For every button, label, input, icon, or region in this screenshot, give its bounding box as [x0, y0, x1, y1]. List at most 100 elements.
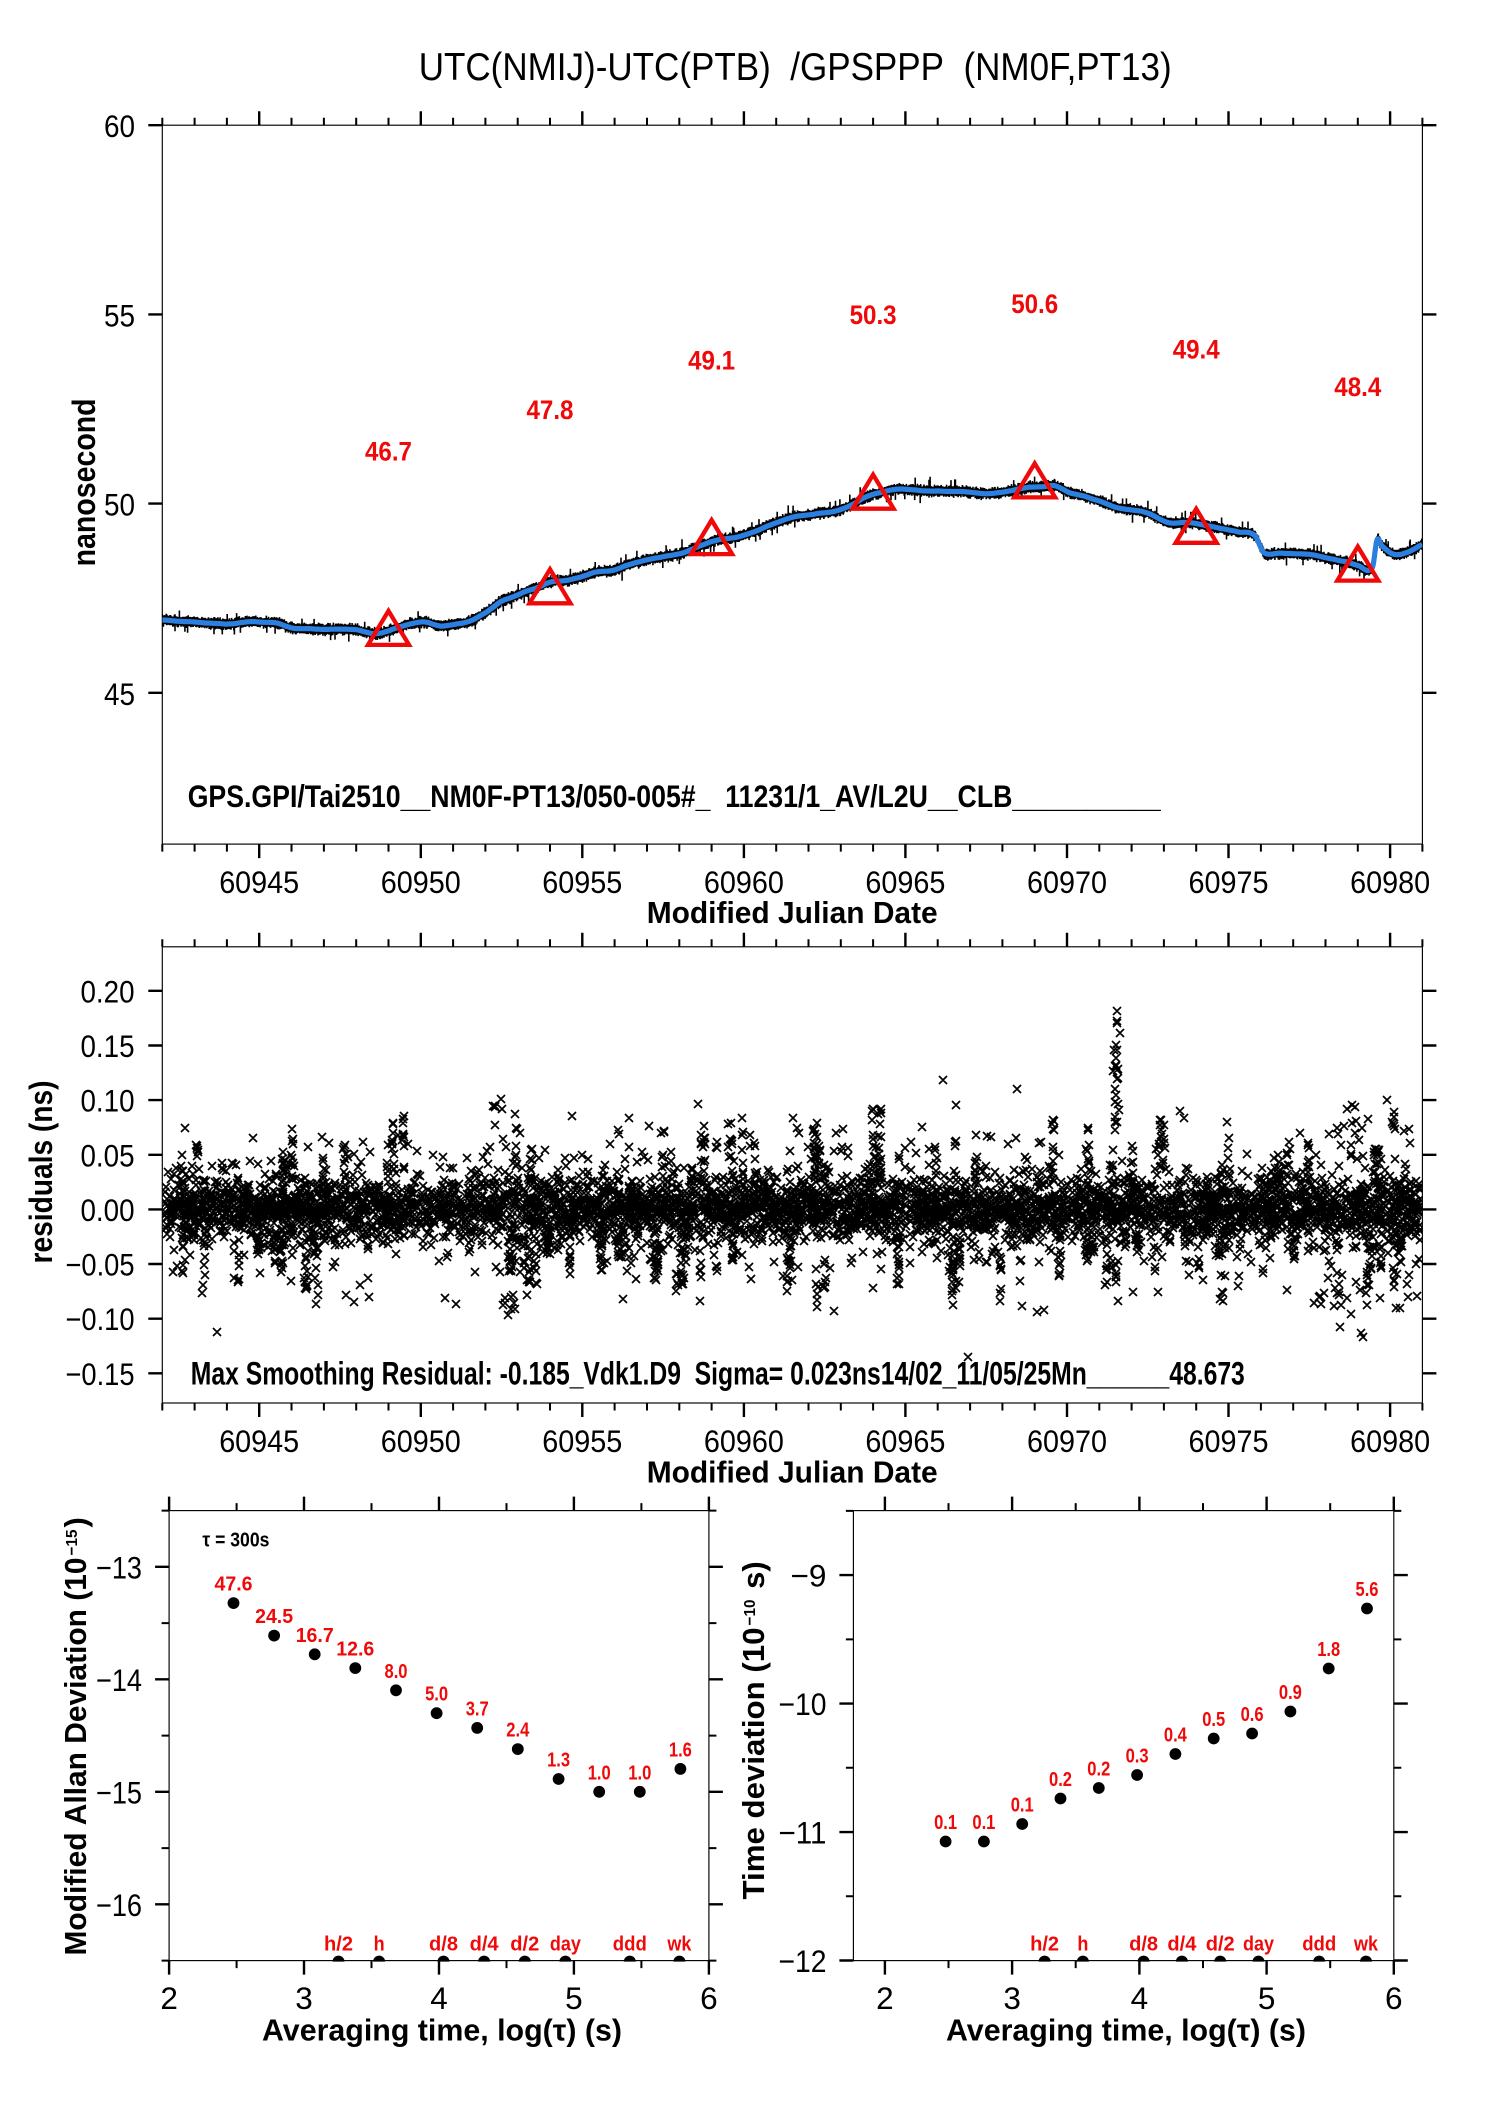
- svg-text:50.6: 50.6: [1011, 289, 1058, 319]
- svg-text:46.7: 46.7: [365, 436, 412, 466]
- svg-text:60980: 60980: [1350, 864, 1430, 900]
- svg-text:−12: −12: [779, 1943, 827, 1979]
- svg-text:47.8: 47.8: [527, 395, 574, 425]
- svg-text:−10: −10: [742, 1599, 759, 1625]
- svg-text:60965: 60965: [865, 1423, 945, 1459]
- svg-text:0.1: 0.1: [972, 1812, 995, 1834]
- svg-text:day: day: [1243, 1933, 1275, 1955]
- svg-text:60955: 60955: [542, 1423, 622, 1459]
- svg-text:60955: 60955: [542, 864, 622, 900]
- svg-text:3.7: 3.7: [466, 1698, 489, 1720]
- svg-text:47.6: 47.6: [215, 1574, 253, 1596]
- svg-text:4: 4: [1131, 1980, 1149, 2016]
- svg-text:1.8: 1.8: [1317, 1639, 1340, 1661]
- svg-text:6: 6: [1385, 1980, 1403, 2016]
- svg-text:−14: −14: [96, 1662, 142, 1698]
- svg-text:60965: 60965: [865, 864, 945, 900]
- svg-text:wk: wk: [667, 1933, 693, 1955]
- svg-text:1.0: 1.0: [628, 1762, 651, 1784]
- svg-text:−9: −9: [791, 1558, 827, 1594]
- svg-text:0.15: 0.15: [81, 1028, 135, 1064]
- svg-text:−15: −15: [96, 1774, 142, 1810]
- svg-text:3: 3: [1003, 1980, 1021, 2016]
- svg-text:12.6: 12.6: [336, 1639, 374, 1661]
- svg-text:50.3: 50.3: [850, 300, 897, 330]
- svg-text:2: 2: [876, 1980, 894, 2016]
- svg-text:0.1: 0.1: [934, 1812, 957, 1834]
- svg-text:Modified Julian Date: Modified Julian Date: [647, 1454, 938, 1489]
- svg-text:residuals (ns): residuals (ns): [23, 1081, 59, 1264]
- svg-text:0.2: 0.2: [1049, 1769, 1072, 1791]
- svg-text:2.4: 2.4: [506, 1720, 530, 1742]
- svg-text:60950: 60950: [381, 1423, 461, 1459]
- svg-text:60970: 60970: [1027, 864, 1107, 900]
- svg-text:4: 4: [430, 1980, 448, 2016]
- svg-text:UTC(NMIJ)-UTC(PTB) /GPSPPP (: UTC(NMIJ)-UTC(PTB) /GPSPPP (NM0F,PT13): [419, 46, 1172, 89]
- svg-text:0.5: 0.5: [1202, 1709, 1225, 1731]
- svg-text:): ): [58, 1517, 93, 1527]
- svg-text:d/8: d/8: [429, 1933, 458, 1955]
- svg-text:60945: 60945: [219, 1423, 299, 1459]
- svg-text:0.3: 0.3: [1126, 1746, 1149, 1768]
- svg-text:60: 60: [104, 108, 135, 144]
- svg-text:60960: 60960: [704, 1423, 784, 1459]
- svg-text:1.6: 1.6: [669, 1739, 692, 1761]
- svg-text:48.4: 48.4: [1334, 372, 1381, 402]
- svg-text:49.1: 49.1: [688, 346, 735, 376]
- svg-text:50: 50: [104, 487, 135, 523]
- svg-text:h/2: h/2: [324, 1933, 353, 1955]
- svg-text:8.0: 8.0: [385, 1661, 408, 1683]
- svg-text:−13: −13: [96, 1549, 142, 1585]
- svg-text:ddd: ddd: [613, 1933, 647, 1955]
- svg-text:−10: −10: [779, 1686, 827, 1722]
- svg-text:0.4: 0.4: [1164, 1725, 1188, 1747]
- svg-text:24.5: 24.5: [255, 1606, 293, 1628]
- svg-text:0.6: 0.6: [1241, 1704, 1264, 1726]
- svg-text:d/2: d/2: [510, 1933, 539, 1955]
- svg-text:h/2: h/2: [1030, 1933, 1059, 1955]
- svg-text:0.00: 0.00: [81, 1192, 135, 1228]
- svg-text:Time deviation (10: Time deviation (10: [736, 1628, 771, 1900]
- svg-text:τ = 300s: τ = 300s: [202, 1530, 269, 1552]
- svg-text:d/8: d/8: [1129, 1933, 1158, 1955]
- svg-text:60950: 60950: [381, 864, 461, 900]
- svg-text:Modified Julian Date: Modified Julian Date: [647, 895, 938, 930]
- svg-text:s): s): [736, 1561, 771, 1597]
- svg-text:−0.05: −0.05: [66, 1247, 135, 1283]
- svg-text:5.0: 5.0: [425, 1684, 448, 1706]
- svg-text:−11: −11: [779, 1815, 827, 1851]
- svg-text:h: h: [374, 1933, 385, 1955]
- svg-text:h: h: [1077, 1933, 1088, 1955]
- svg-text:Averaging time, log(τ) (s): Averaging time, log(τ) (s): [946, 2012, 1306, 2047]
- svg-text:5: 5: [565, 1980, 583, 2016]
- svg-text:5: 5: [1258, 1980, 1276, 2016]
- svg-text:Modified Allan Deviation (10: Modified Allan Deviation (10: [58, 1558, 93, 1956]
- svg-text:1.0: 1.0: [588, 1762, 611, 1784]
- svg-text:60975: 60975: [1189, 1423, 1269, 1459]
- svg-text:0.05: 0.05: [81, 1137, 135, 1173]
- svg-text:3: 3: [295, 1980, 313, 2016]
- svg-text:55: 55: [104, 297, 135, 333]
- svg-text:49.4: 49.4: [1173, 334, 1220, 364]
- svg-text:60980: 60980: [1350, 1423, 1430, 1459]
- svg-text:−0.10: −0.10: [66, 1301, 135, 1337]
- svg-text:60960: 60960: [704, 864, 784, 900]
- svg-text:nanosecond: nanosecond: [66, 398, 102, 566]
- svg-text:5.6: 5.6: [1356, 1579, 1379, 1601]
- svg-text:45: 45: [104, 676, 135, 712]
- svg-text:wk: wk: [1353, 1933, 1379, 1955]
- svg-text:0.20: 0.20: [81, 973, 135, 1009]
- svg-text:60975: 60975: [1189, 864, 1269, 900]
- svg-text:d/4: d/4: [470, 1933, 500, 1955]
- svg-text:0.2: 0.2: [1087, 1759, 1110, 1781]
- svg-text:60970: 60970: [1027, 1423, 1107, 1459]
- svg-text:−16: −16: [96, 1887, 142, 1923]
- svg-text:6: 6: [700, 1980, 718, 2016]
- svg-text:day: day: [550, 1933, 582, 1955]
- svg-text:16.7: 16.7: [296, 1625, 334, 1647]
- svg-text:Averaging time, log(τ) (s): Averaging time, log(τ) (s): [262, 2012, 622, 2047]
- svg-text:2: 2: [160, 1980, 178, 2016]
- svg-text:Max Smoothing Residual: -0.185: Max Smoothing Residual: -0.185_Vdk1.D9 S…: [191, 1356, 1245, 1392]
- svg-text:d/4: d/4: [1167, 1933, 1197, 1955]
- svg-text:−0.15: −0.15: [66, 1356, 135, 1392]
